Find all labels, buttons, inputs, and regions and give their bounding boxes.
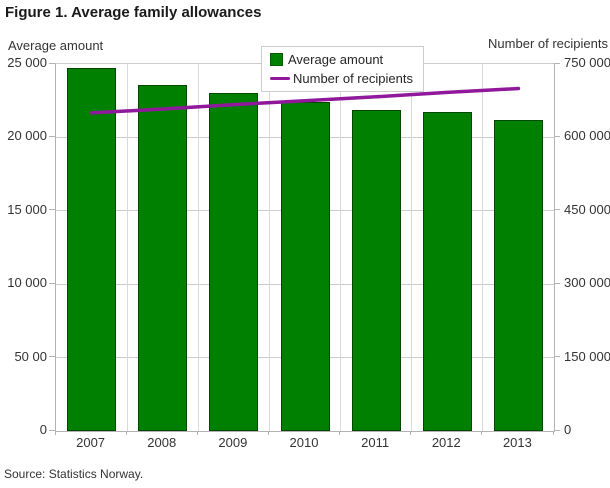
left-tick-mark	[49, 356, 55, 358]
category-label-2010: 2010	[289, 435, 319, 450]
legend-item-line[interactable]: Number of recipients	[270, 69, 413, 87]
v-gridline	[482, 64, 484, 431]
bar-2010[interactable]	[280, 102, 330, 431]
legend-bar-swatch	[270, 52, 283, 66]
bottom-tick-mark	[267, 431, 269, 435]
bottom-tick-mark	[54, 431, 56, 435]
recipients-line-layer	[89, 86, 521, 115]
v-gridline	[411, 64, 413, 431]
right-tick-label: 0	[564, 422, 572, 437]
legend-item-bar[interactable]: Average amount	[270, 50, 413, 68]
legend-item-label: Number of recipients	[293, 70, 413, 86]
left-tick-label: 20 000	[7, 128, 47, 144]
left-tick-mark	[49, 282, 55, 284]
v-gridline	[197, 64, 199, 431]
v-gridline	[340, 64, 342, 431]
bar-2007[interactable]	[67, 68, 117, 431]
v-gridline	[126, 64, 128, 431]
bottom-tick-mark	[410, 431, 412, 435]
left-tick-mark	[49, 62, 55, 64]
right-tick-mark	[554, 429, 560, 431]
recipients-line[interactable]	[89, 86, 521, 115]
left-tick-label: 50 00	[14, 348, 47, 364]
right-tick-label: 300 000	[564, 275, 610, 291]
right-tick-mark	[554, 356, 560, 358]
bottom-tick-mark	[125, 431, 127, 435]
left-tick-mark	[49, 209, 55, 211]
right-tick-mark	[554, 282, 560, 284]
bottom-tick-mark	[196, 431, 198, 435]
right-tick-mark	[554, 62, 560, 64]
right-tick-label: 150 000	[564, 348, 610, 364]
right-axis-title: Number of recipients	[488, 36, 608, 51]
bar-2012[interactable]	[422, 112, 472, 431]
bottom-tick-mark	[552, 431, 554, 435]
bar-2013[interactable]	[493, 119, 543, 431]
category-label-2011: 2011	[361, 435, 390, 450]
left-tick-label: 0	[39, 422, 47, 437]
legend-item-label: Average amount	[288, 51, 384, 67]
left-tick-mark	[49, 135, 55, 137]
category-label-2013: 2013	[502, 435, 532, 450]
left-tick-label: 10 000	[7, 275, 47, 291]
right-tick-label: 450 000	[564, 201, 610, 217]
right-tick-label: 600 000	[564, 128, 610, 144]
right-tick-mark	[554, 209, 560, 211]
bottom-tick-mark	[481, 431, 483, 435]
right-tick-label: 750 000	[564, 55, 610, 70]
left-axis-title: Average amount	[8, 38, 104, 53]
category-label-2008: 2008	[147, 435, 177, 450]
legend: Average amount Number of recipients	[261, 46, 424, 92]
bottom-tick-mark	[339, 431, 341, 435]
bar-2008[interactable]	[138, 84, 188, 431]
plot-area	[55, 63, 555, 432]
left-tick-mark	[49, 429, 55, 431]
left-tick-label: 25 000	[7, 55, 47, 70]
left-tick-label: 15 000	[7, 201, 47, 217]
bar-2011[interactable]	[351, 109, 401, 431]
v-gridline	[268, 64, 270, 431]
category-label-2012: 2012	[431, 435, 461, 450]
legend-line-swatch	[270, 76, 290, 80]
right-tick-mark	[554, 135, 560, 137]
category-label-2009: 2009	[218, 435, 248, 450]
chart-title: Figure 1. Average family allowances	[5, 4, 262, 21]
category-label-2007: 2007	[76, 435, 106, 450]
bar-2009[interactable]	[209, 93, 259, 431]
source-note: Source: Statistics Norway.	[4, 467, 144, 481]
